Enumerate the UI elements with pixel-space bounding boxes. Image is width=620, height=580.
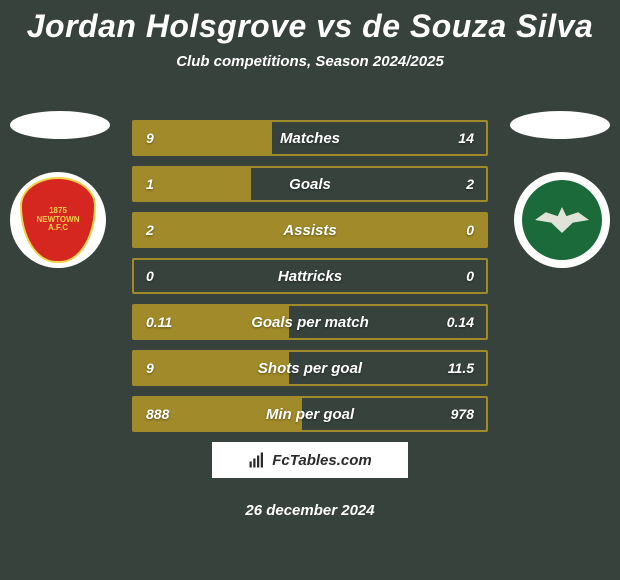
stat-row: 9Matches14 xyxy=(132,120,488,156)
stat-value-right: 0.14 xyxy=(435,306,486,338)
player1-name: Jordan Holsgrove xyxy=(27,8,307,44)
stat-label: Min per goal xyxy=(134,398,486,430)
club-crest-right xyxy=(514,172,610,268)
stat-label: Goals xyxy=(134,168,486,200)
stat-row: 9Shots per goal11.5 xyxy=(132,350,488,386)
stat-label: Hattricks xyxy=(134,260,486,292)
crest-left-text: 1875 NEWTOWN A.F.C xyxy=(37,207,80,233)
stat-value-right: 14 xyxy=(446,122,486,154)
stat-row: 1Goals2 xyxy=(132,166,488,202)
stat-value-right: 2 xyxy=(454,168,486,200)
footer-date: 26 december 2024 xyxy=(0,502,620,519)
stat-label: Matches xyxy=(134,122,486,154)
stat-label: Shots per goal xyxy=(134,352,486,384)
chart-icon xyxy=(248,451,266,469)
stat-label: Goals per match xyxy=(134,306,486,338)
vs-text: vs xyxy=(316,8,353,44)
stat-value-right: 0 xyxy=(454,214,486,246)
stat-row: 2Assists0 xyxy=(132,212,488,248)
stat-label: Assists xyxy=(134,214,486,246)
club-crest-left: 1875 NEWTOWN A.F.C xyxy=(10,172,106,268)
stat-value-right: 978 xyxy=(439,398,486,430)
ellipse-right xyxy=(510,111,610,139)
stat-row: 888Min per goal978 xyxy=(132,396,488,432)
subtitle: Club competitions, Season 2024/2025 xyxy=(0,53,620,70)
stat-value-right: 0 xyxy=(454,260,486,292)
stat-value-right: 11.5 xyxy=(436,352,486,384)
footer-site-text: FcTables.com xyxy=(272,452,371,469)
circle-badge-icon xyxy=(522,180,602,260)
bird-icon xyxy=(535,207,589,233)
player2-name: de Souza Silva xyxy=(362,8,593,44)
footer-site-badge: FcTables.com xyxy=(212,442,408,478)
ellipse-left xyxy=(10,111,110,139)
stat-row: 0Hattricks0 xyxy=(132,258,488,294)
stat-row: 0.11Goals per match0.14 xyxy=(132,304,488,340)
page-title: Jordan Holsgrove vs de Souza Silva xyxy=(0,0,620,45)
stats-table: 9Matches141Goals22Assists00Hattricks00.1… xyxy=(132,120,488,442)
shield-icon: 1875 NEWTOWN A.F.C xyxy=(20,177,96,263)
